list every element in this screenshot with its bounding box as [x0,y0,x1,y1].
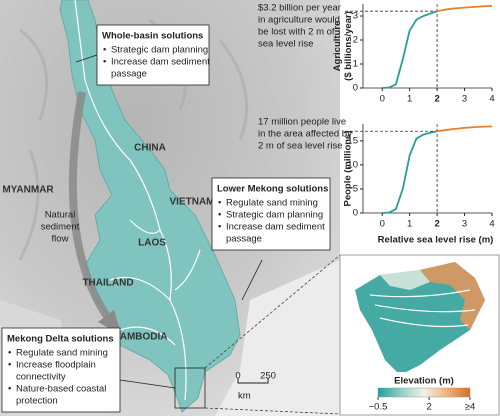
y-axis-label: ($ billions/year) [343,11,354,81]
box-item: Increase dam sediment [226,222,325,233]
bullet: • [218,210,221,221]
y-tick-label: 3 [353,11,358,22]
colorbar-label: −0.5 [369,402,388,413]
x-tick-label: 1 [407,219,412,230]
colorbar [377,387,471,398]
scale-unit: km [238,391,251,402]
bullet: • [8,360,11,371]
box-item: Nature-based coastal [16,384,106,395]
box-item: passage [226,234,262,245]
region-label: LAOS [138,238,166,249]
box-item: Regulate sand mining [226,198,318,209]
x-tick-label: 4 [489,219,494,230]
inset-coast [420,262,485,330]
y-tick-label: 0 [353,83,358,94]
series-line [436,5,493,13]
solution-box [1,327,121,413]
inset-highland [380,270,430,290]
box-item: Strategic dam planning [226,210,323,221]
box-title: Mekong Delta solutions [7,334,114,345]
y-axis-label: Agriculture [332,21,343,72]
annotation: be lost with 2 m of [258,27,335,38]
connector [204,254,341,369]
y-tick-label: 0 [353,208,358,219]
x-tick-label: 0 [380,94,385,105]
scale-bar [237,378,269,384]
x-axis-label: Relative sea level rise (m) [378,235,494,246]
y-tick-label: 5 [353,183,358,194]
annotation: in the area affected by [258,129,352,140]
region-label: MYANMAR [2,185,54,196]
bullet: • [103,45,106,56]
series-line [382,10,438,89]
pointer [241,259,263,301]
x-tick-label: 2 [434,94,439,105]
box-item: Strategic dam planning [111,45,208,56]
scale-label: 250 [260,371,276,382]
region-label: CHINA [134,143,166,154]
x-tick-label: 0 [380,219,385,230]
sea [215,260,340,416]
river [74,0,201,401]
box-item: passage [111,69,147,80]
box-item: Increase dam sediment [111,57,210,68]
bullet: • [218,198,221,209]
scale-label: 0 [235,371,240,382]
inset-delta [355,262,485,375]
annotation: 17 million people live [258,117,346,128]
legend-title: Elevation (m) [394,376,454,387]
region-label: CAMBODIA [113,332,168,343]
box-title: Lower Mekong solutions [217,184,328,195]
delta-outline [174,367,206,409]
colorbar-label: 2 [426,402,431,413]
solution-box [211,177,331,251]
bullet: • [103,57,106,68]
region-label: VIETNAM [170,197,215,208]
flow-label: flow [52,234,69,245]
y-tick-label: 2 [353,35,358,46]
bullet: • [218,222,221,233]
annotation: in agriculture would [258,15,340,26]
annotation: sea level rise [258,39,313,50]
series-line [382,130,438,214]
x-tick-label: 1 [407,94,412,105]
annotation: $3.2 billion per year [258,3,341,14]
box-item: protection [16,396,58,407]
inset-river [369,289,476,328]
y-axis-label: People (millions) [343,130,354,206]
colorbar-label: ≥4 [465,402,476,413]
x-tick-label: 3 [462,94,467,105]
pointer [119,379,176,389]
bullet: • [8,384,11,395]
x-tick-label: 2 [434,219,439,230]
y-tick-label: 15 [347,135,358,146]
box-item: connectivity [16,372,66,383]
flow-label: Natural [45,210,76,221]
series-line [436,125,493,133]
solution-box [96,24,210,86]
box-title: Whole-basin solutions [102,31,203,42]
connector [204,407,341,415]
flow-label: sediment [41,222,80,233]
pointer [75,54,98,63]
y-tick-label: 10 [347,159,358,170]
x-tick-label: 3 [462,219,467,230]
sediment-arrow [68,91,112,321]
box-item: Regulate sand mining [16,348,108,359]
annotation: 2 m of sea level rise [258,141,342,152]
y-tick-label: 1 [353,59,358,70]
box-item: Increase floodplain [16,360,96,371]
x-tick-label: 4 [489,94,494,105]
region-label: THAILAND [82,278,133,289]
bullet: • [8,348,11,359]
